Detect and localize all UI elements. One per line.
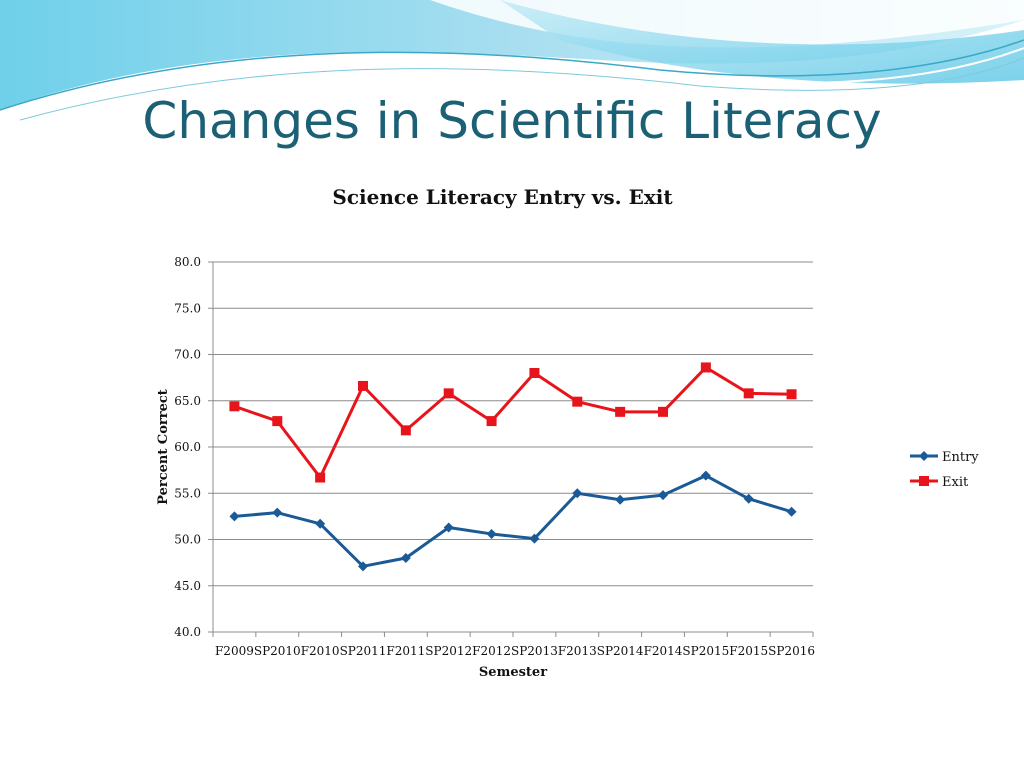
- slide-title: Changes in Scientific Literacy: [142, 92, 882, 150]
- header-wave-banner: [0, 0, 1024, 121]
- x-tick-label: SP2016: [768, 644, 815, 658]
- exit-point: [229, 401, 240, 412]
- exit-point: [786, 389, 797, 400]
- x-tick-label: SP2011: [340, 644, 387, 658]
- y-tick-label: 75.0: [174, 301, 201, 315]
- y-tick-label: 40.0: [174, 625, 201, 639]
- legend-item-exit: Exit: [910, 475, 969, 490]
- entry-point: [315, 518, 326, 529]
- y-axis-title: Percent Correct: [156, 389, 171, 505]
- entry-point: [400, 553, 411, 563]
- entry-point: [229, 511, 240, 522]
- exit-point: [358, 380, 368, 391]
- exit-point: [743, 388, 754, 399]
- legend-marker: [919, 476, 929, 486]
- x-tick-label: SP2015: [682, 644, 729, 658]
- y-tick-label: 50.0: [174, 533, 201, 547]
- exit-point: [572, 396, 583, 407]
- x-tick-label: F2009: [215, 644, 254, 658]
- entry-point: [658, 490, 668, 501]
- chart-title: Science Literacy Entry vs. Exit: [332, 185, 673, 209]
- exit-point: [615, 406, 626, 417]
- exit-point: [486, 416, 497, 427]
- x-tick-label: SP2012: [425, 644, 472, 658]
- x-tick-label: F2014: [644, 644, 683, 658]
- exit-point: [272, 416, 283, 427]
- exit-line: [233, 365, 792, 480]
- exit-point: [658, 406, 668, 417]
- series-lines: [229, 362, 797, 572]
- series-entry: [229, 470, 797, 572]
- entry-point: [700, 470, 711, 481]
- x-tick-label: SP2014: [597, 644, 644, 658]
- series-exit: [229, 362, 797, 483]
- y-tick-label: 55.0: [174, 486, 201, 500]
- legend-label: Exit: [942, 475, 969, 490]
- exit-point: [443, 388, 454, 399]
- entry-point: [486, 528, 497, 539]
- y-tick-label: 70.0: [174, 348, 201, 362]
- x-tick-label: F2010: [301, 644, 340, 658]
- entry-point: [443, 522, 454, 533]
- y-tick-label: 80.0: [174, 255, 201, 269]
- exit-point: [400, 425, 411, 436]
- x-axis-title: Semester: [479, 665, 547, 680]
- legend: Entry Exit: [910, 450, 979, 490]
- exit-point: [529, 368, 540, 378]
- legend-item-entry: Entry: [910, 450, 979, 465]
- x-tick-label: SP2010: [254, 644, 301, 658]
- x-tick-label: F2011: [386, 644, 425, 658]
- gridlines: [213, 261, 813, 633]
- entry-point: [743, 493, 754, 504]
- exit-point: [700, 362, 711, 373]
- legend-label: Entry: [942, 450, 979, 465]
- x-tick-label: SP2013: [511, 644, 558, 658]
- y-tick-label: 65.0: [174, 394, 201, 408]
- entry-line: [234, 474, 793, 568]
- legend-marker: [919, 451, 929, 461]
- entry-point: [615, 494, 626, 505]
- exit-point: [315, 472, 326, 483]
- entry-point: [529, 533, 540, 544]
- axes: 80.0 75.0 70.0 65.0 60.0 55.0 50.0 45.0 40.0 F200…: [156, 255, 815, 680]
- entry-point: [572, 488, 583, 499]
- entry-point: [272, 507, 283, 518]
- y-tick-label: 45.0: [174, 579, 201, 593]
- entry-point: [786, 506, 797, 517]
- x-tick-label: F2013: [558, 644, 597, 658]
- y-tick-label: 60.0: [174, 440, 201, 454]
- x-tick-label: F2015: [729, 644, 768, 658]
- x-tick-label: F2012: [472, 644, 511, 658]
- entry-point: [358, 561, 368, 572]
